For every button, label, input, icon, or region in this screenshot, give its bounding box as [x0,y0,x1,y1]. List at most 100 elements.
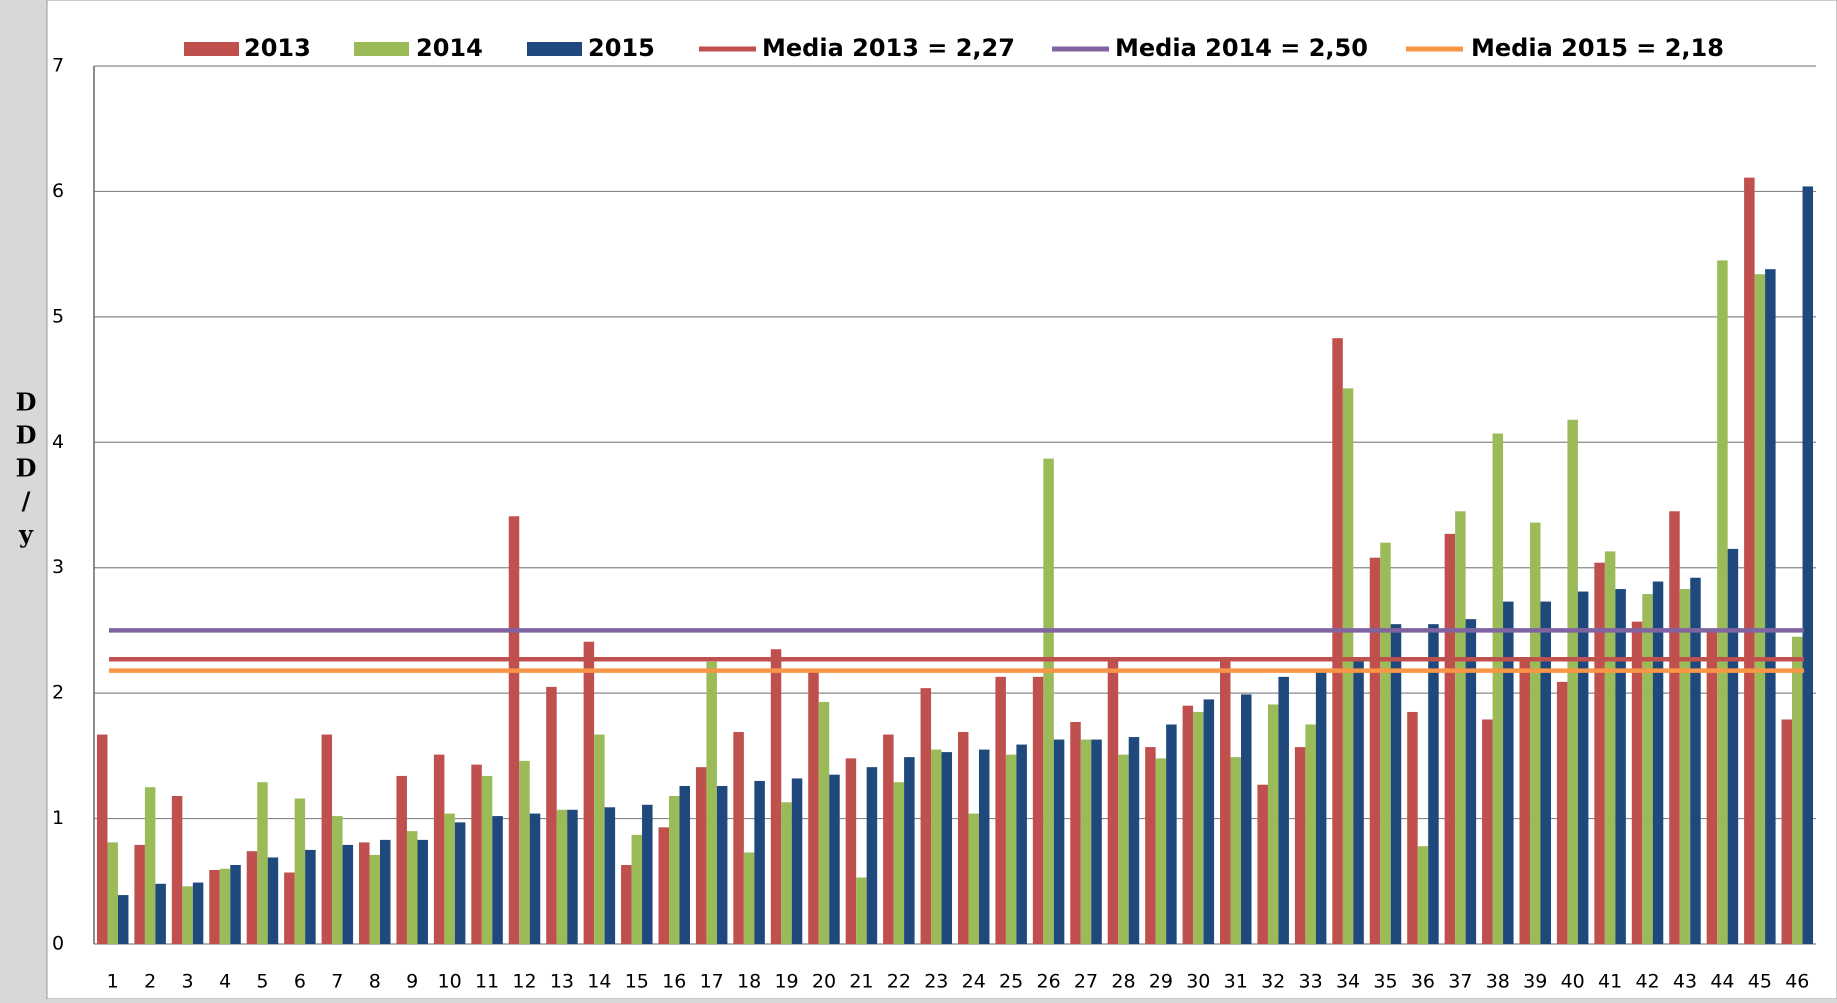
bar [1792,636,1803,944]
bar [1727,548,1739,944]
bar [1529,522,1541,944]
bar [995,676,1006,944]
bar [369,854,381,944]
bar [818,701,830,944]
bar [230,864,241,944]
bar [134,844,145,944]
bar [471,764,482,944]
bar [1428,624,1439,944]
bar [866,767,878,944]
bar [380,839,391,944]
bar [781,802,792,944]
bar [209,869,220,944]
bar [1005,754,1017,944]
x-tick-label: 20 [812,971,836,993]
bar [155,883,166,944]
bar [529,813,541,944]
bar [454,822,466,944]
bar [1267,704,1279,944]
bar [1594,562,1605,944]
bar [1016,744,1027,944]
bar [1203,699,1215,944]
bar [856,877,867,944]
bar [1679,589,1691,944]
x-tick-label: 27 [1074,971,1098,993]
y-tick-label: 2 [52,682,64,704]
bar [556,809,568,944]
bar [1145,747,1156,944]
bar [583,641,595,944]
bar [1230,757,1242,944]
bar [1128,737,1140,944]
bar [546,686,557,944]
bar [1444,533,1456,944]
legend-label: Media 2013 = 2,27 [762,34,1015,62]
x-tick-label: 19 [774,971,798,993]
bar [294,798,306,944]
bar [1294,747,1306,944]
bar [417,839,428,944]
bar [1353,659,1364,944]
bar [481,775,493,944]
bar [1690,577,1701,944]
bar [1257,784,1268,944]
bar [1407,711,1418,944]
bar [1540,601,1551,944]
bar [883,734,894,944]
x-tick-label: 5 [256,971,268,993]
x-tick-label: 36 [1411,971,1435,993]
bar [1107,659,1119,944]
bar [594,734,605,944]
bar [716,785,728,944]
bar [1278,676,1289,944]
x-tick-label: 34 [1336,971,1360,993]
bar [658,827,669,944]
legend-label: Media 2015 = 2,18 [1471,34,1724,62]
bar [621,864,632,944]
x-tick-label: 29 [1149,971,1173,993]
bar [171,795,183,944]
bar [941,752,953,944]
bar [743,852,755,944]
bar [1118,754,1129,944]
bar [1482,719,1493,944]
bar [1802,186,1814,944]
bar [695,767,707,944]
legend-label: 2013 [244,34,311,62]
legend-swatch [527,42,582,56]
bar [96,734,108,944]
bar [267,857,279,944]
bar [1053,739,1065,944]
bar [631,834,643,944]
bar [1652,581,1664,944]
bar [433,754,445,944]
bar [1342,388,1354,944]
bar [117,895,129,944]
bar [604,807,616,944]
bar [359,842,370,944]
legend-label: 2014 [416,34,483,62]
x-tick-label: 17 [700,971,724,993]
bar [893,782,905,944]
bar [1492,433,1504,944]
bar [342,844,354,944]
bar [305,849,316,944]
bar [791,778,803,944]
bar [1503,601,1514,944]
x-tick-label: 30 [1186,971,1210,993]
bar [1080,739,1092,944]
bar [284,872,295,944]
x-tick-label: 18 [737,971,761,993]
x-tick-label: 44 [1710,971,1734,993]
x-tick-label: 13 [550,971,574,993]
bar [1706,630,1718,944]
bar [1604,551,1616,944]
bar [406,831,418,944]
legend-label: 2015 [588,34,655,62]
bar [519,760,530,944]
x-tick-label: 7 [331,971,343,993]
bar [1315,669,1327,944]
bar [1519,659,1530,944]
x-tick-label: 35 [1373,971,1397,993]
